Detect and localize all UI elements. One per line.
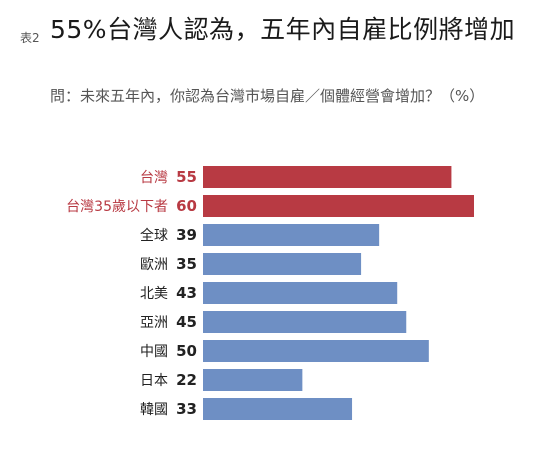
bar xyxy=(203,195,474,217)
category-label: 日本 xyxy=(140,373,168,389)
figure-tag: 表2 xyxy=(20,31,40,45)
chart-subtitle: 問：未來五年內，你認為台灣市場自雇／個體經營會增加？（%） xyxy=(50,87,485,105)
bar xyxy=(203,311,407,333)
bar xyxy=(203,398,353,420)
bar xyxy=(203,369,303,391)
category-label: 台灣 xyxy=(140,170,168,186)
category-label: 台灣35歲以下者 xyxy=(66,199,168,215)
bar xyxy=(203,340,429,362)
chart-title: 55%台灣人認為，五年內自雇比例將增加 xyxy=(50,15,516,44)
value-label: 50 xyxy=(176,342,197,360)
value-label: 45 xyxy=(176,313,197,331)
value-label: 43 xyxy=(176,284,197,302)
category-label: 亞洲 xyxy=(140,315,168,331)
category-label: 北美 xyxy=(140,286,168,302)
category-label: 歐洲 xyxy=(140,257,168,273)
value-label: 33 xyxy=(176,400,197,418)
value-label: 35 xyxy=(176,255,197,273)
bar xyxy=(203,282,398,304)
value-label: 39 xyxy=(176,226,197,244)
category-label: 全球 xyxy=(140,227,168,244)
value-label: 55 xyxy=(176,168,197,186)
value-label: 60 xyxy=(176,197,197,215)
bar xyxy=(203,166,452,188)
category-label: 韓國 xyxy=(140,402,168,418)
bar xyxy=(203,224,380,246)
category-label: 中國 xyxy=(140,344,168,360)
bar xyxy=(203,253,362,275)
value-label: 22 xyxy=(176,371,197,389)
